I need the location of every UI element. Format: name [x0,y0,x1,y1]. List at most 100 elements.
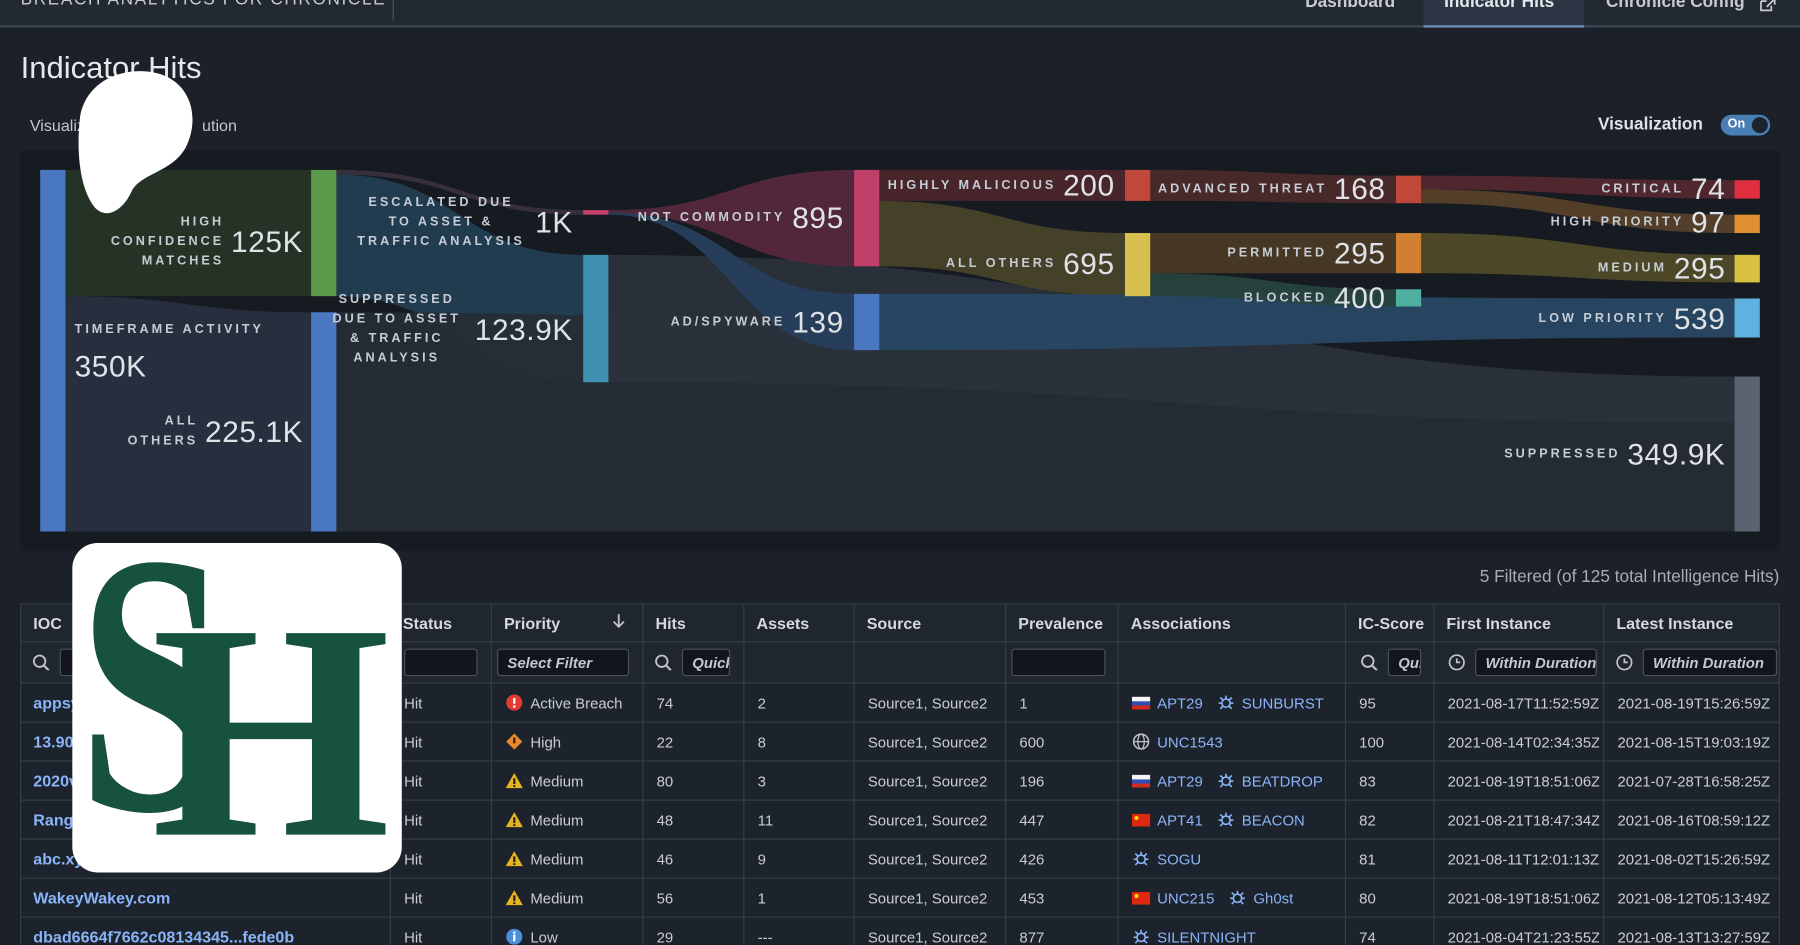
tab[interactable]: Indicator Hits [1444,0,1555,12]
cell-text: 2021-07-28T16:58:25Z [1617,772,1771,790]
view-label: ution [202,115,237,135]
sankey-node-label: SUPPRESSED [1504,447,1621,461]
column-header[interactable]: Source [866,613,922,632]
table-cell: Source1, Source2 [868,761,1001,800]
table-cell: Hit [404,722,487,761]
sankey-node-label: HIGH CONFIDENCE MATCHES [110,215,225,269]
table-cell: 100 [1359,722,1429,761]
sankey-node-value: 168 [1334,171,1386,207]
cell-text: 100 [1359,732,1385,751]
table-cell: Source1, Source2 [868,800,1001,839]
association-link[interactable]: UNC215 [1157,889,1215,907]
association-link[interactable]: SILENTNIGHT [1157,928,1256,945]
cell-text: 56 [656,889,674,907]
cell-text: --- [757,928,773,945]
association-link[interactable]: APT41 [1157,811,1203,829]
ioc-link[interactable]: 2020v [33,771,78,790]
association-link[interactable]: SUNBURST [1241,693,1324,712]
column-header[interactable]: First Instance [1446,613,1551,632]
sankey-node [1125,233,1151,297]
sankey-flow [608,212,855,351]
filter-input[interactable]: Quick [681,648,731,677]
ioc-link[interactable]: dbad6664f7662c08134345...fede0b [33,927,295,945]
column-header[interactable]: Status [402,613,453,632]
association-link[interactable]: APT29 [1157,772,1203,790]
icon-shape [1455,658,1461,664]
table-cell: Hit [404,800,487,839]
table-cell: Low [505,917,638,945]
ioc-link[interactable]: abc.xy [33,849,84,868]
sankey-node [1734,376,1760,532]
icon-shape [1239,900,1244,905]
ioc-link[interactable]: Rang [33,810,74,829]
ioc-link[interactable]: appsy [33,693,80,712]
cell-text: Source1, Source2 [867,850,988,868]
priority-text: Medium [530,811,584,829]
association-link[interactable]: BEACON [1241,811,1305,829]
table-cell: 2021-08-14T02:34:35Z [1448,722,1600,761]
sankey-node-value: 400 [1334,280,1386,316]
cell-text: 426 [1019,850,1045,868]
association-link[interactable]: BEATDROP [1241,772,1323,790]
sankey-node-label-group: BLOCKED 400 [1244,281,1386,317]
toggle-state[interactable]: On [1727,117,1746,131]
ioc-link[interactable]: 13.90 [33,732,74,751]
bug-icon [1218,695,1234,710]
toggle-knob[interactable] [1751,117,1768,134]
table-cell: 600 [1019,722,1113,761]
association-link[interactable]: APT29 [1157,693,1203,712]
filter-input[interactable]: Within Duration [1475,648,1597,677]
sankey-node [1734,214,1760,234]
external-link-icon [1760,0,1776,12]
cell-text: 2021-08-15T19:03:19Z [1617,732,1771,751]
filter-input[interactable]: Quick [1387,648,1422,677]
table-cell: 74 [1359,917,1429,945]
tab[interactable]: Chronicle Config [1605,0,1745,12]
table-cell: Medium [505,839,638,878]
association-link[interactable]: Gh0st [1253,889,1294,907]
cell-text: 600 [1019,732,1045,751]
cell-text: 2021-08-11T12:01:13Z [1447,850,1600,868]
table-cell: 453 [1019,878,1113,917]
ioc-link[interactable]: WakeyWakey.com [33,888,171,907]
icon-shape [513,902,516,905]
filter-input[interactable]: Within Duration [1642,648,1778,677]
cell-text: Source1, Source2 [867,889,988,907]
column-header[interactable]: IC-Score [1358,613,1425,632]
sort-indicator[interactable] [610,613,628,635]
sankey-flow [1150,169,1396,204]
column-header[interactable]: Latest Instance [1616,613,1734,632]
table-cell: 2021-08-04T21:23:55Z [1448,917,1600,945]
cell-text: 80 [656,772,674,790]
table-cell: Rang [33,800,385,839]
table-cell: SILENTNIGHT [1132,917,1341,945]
sankey-node-label-group: TIMEFRAME ACTIVITY 350K [75,320,264,384]
column-header[interactable]: Prevalence [1018,613,1104,632]
icon-shape [1228,696,1233,701]
filter-input[interactable] [404,648,478,677]
cell-text: 11 [757,811,774,829]
column-header[interactable]: IOC [33,613,62,632]
tab[interactable]: Dashboard [1305,0,1396,12]
filter-input[interactable]: Select Filter [497,648,630,677]
column-header[interactable]: Assets [756,613,810,632]
cell-text: Hit [404,928,423,945]
column-header[interactable]: Hits [655,613,686,632]
cell-text: Hit [404,693,423,712]
flag-stripe [1131,696,1151,702]
icon-shape [1219,783,1224,788]
icon-shape [513,705,516,708]
association-link[interactable]: SOGU [1157,850,1202,868]
column-header[interactable]: Associations [1130,613,1231,632]
breach-icon [506,694,523,711]
column-header[interactable]: Priority [503,613,561,632]
icon-shape [655,654,669,668]
cell-text: Source1, Source2 [867,811,988,829]
filter-icon [1615,654,1633,676]
cell-text: Source1, Source2 [867,772,988,790]
cell-text: Source1, Source2 [867,693,988,712]
filter-input[interactable] [1011,648,1106,677]
priority-text: High [530,732,562,751]
sankey-node [1734,298,1760,338]
association-link[interactable]: UNC1543 [1157,732,1223,751]
